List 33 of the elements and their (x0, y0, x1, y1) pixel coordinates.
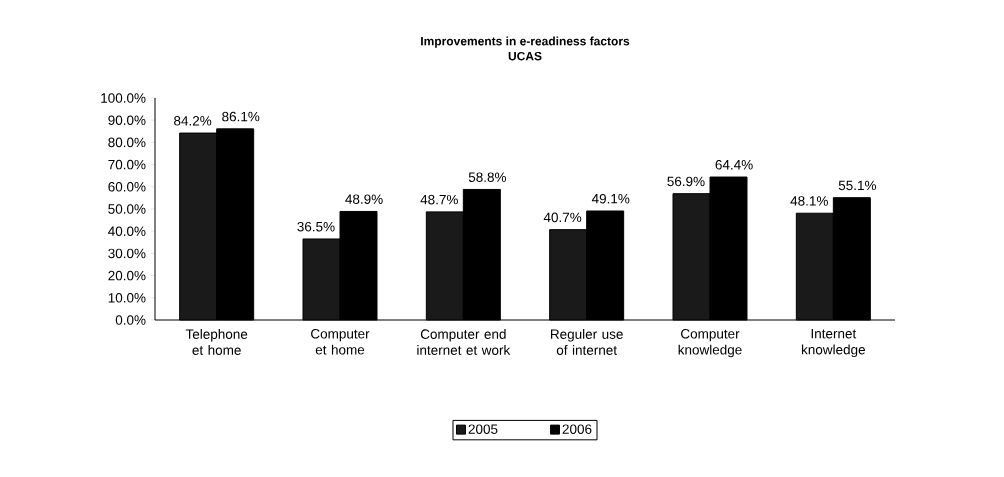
data-label: 55.1% (838, 180, 877, 191)
data-label: 36.5% (297, 221, 335, 232)
chart-title: Improvements in e-readiness factors (421, 36, 630, 48)
data-label: 56.9% (667, 176, 705, 187)
x-tick-label: Reguler use of internet (551, 329, 623, 355)
y-tick-label: 20.0% (108, 270, 146, 281)
y-tick-label: 40.0% (108, 226, 146, 236)
data-label: 40.7% (543, 212, 582, 223)
y-tick-label: 10.0% (108, 293, 146, 303)
data-label: 48.1% (790, 196, 828, 206)
y-tick-label: 80.0% (108, 137, 146, 148)
data-label: 84.2% (174, 116, 212, 126)
y-tick-label: 30.0% (108, 248, 146, 259)
x-tick-label: Computer knowledge (678, 329, 742, 358)
data-label: 86.1% (222, 111, 260, 122)
data-label: 58.8% (468, 172, 507, 182)
y-tick-label: 90.0% (108, 115, 146, 125)
y-tick-label: 100.0% (101, 93, 146, 103)
y-tick-label: 60.0% (108, 182, 146, 192)
data-label: 49.1% (591, 193, 630, 204)
data-label: 48.9% (345, 194, 383, 204)
legend-label: 2005 (468, 424, 498, 434)
x-tick-label: Computer end internet et work (417, 329, 511, 355)
x-tick-label: Internet knowledge (801, 329, 865, 358)
legend-label: 2006 (562, 424, 592, 434)
y-tick-label: 50.0% (108, 204, 146, 214)
chart-subtitle: UCAS (508, 51, 542, 61)
data-label: 64.4% (715, 159, 753, 170)
data-label: 48.7% (420, 194, 458, 205)
y-tick-label: 70.0% (108, 159, 146, 170)
x-tick-label: Computer et home (311, 329, 370, 355)
y-tick-label: 0.0% (115, 315, 146, 325)
x-tick-label: Telephone et home (185, 329, 248, 355)
